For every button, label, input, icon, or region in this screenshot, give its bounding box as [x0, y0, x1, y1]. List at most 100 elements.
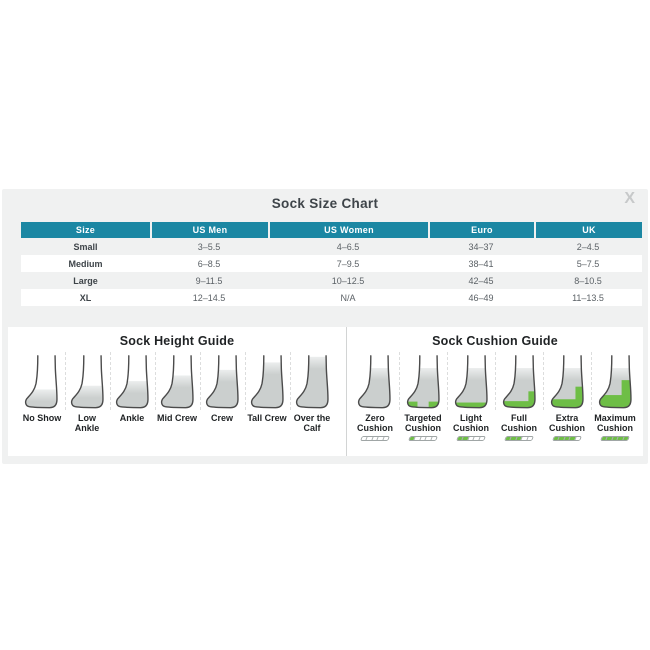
sock-icon [295, 355, 329, 409]
height-item-label: Crew [210, 413, 233, 423]
sock-icon-wrap [289, 352, 335, 410]
height-item-low-ankle: Low Ankle [64, 352, 110, 434]
cushion-item-extra-cushion: Extra Cushion [543, 352, 591, 441]
sock-icon [357, 355, 391, 409]
height-item-no-show: No Show [20, 352, 65, 434]
table-row-large: Large 9–11.5 10–12.5 42–45 8–10.5 [21, 272, 642, 289]
sock-cushion-guide: Sock Cushion Guide Zero Cushion Targeted … [347, 327, 643, 456]
cushion-segment [574, 437, 581, 440]
sock-icon [598, 355, 632, 409]
cushion-guide-items: Zero Cushion Targeted Cushion Light Cushio… [347, 352, 643, 441]
height-item-ankle: Ankle [109, 352, 155, 434]
cushion-level-indicator [360, 436, 390, 441]
cushion-level-indicator [408, 436, 438, 441]
sock-icon [550, 355, 584, 409]
height-item-label: Low Ankle [74, 413, 100, 434]
table-cell-us_men: 3–5.5 [150, 238, 268, 255]
cushion-level-indicator [600, 436, 630, 441]
sock-icon-wrap [399, 352, 447, 410]
cushion-segment [382, 437, 389, 440]
cushion-item-label: Maximum Cushion [594, 413, 636, 434]
table-cell-euro: 42–45 [428, 272, 534, 289]
table-cell-uk: 11–13.5 [534, 289, 642, 306]
height-item-label: No Show [22, 413, 62, 423]
size-cell: XL [21, 289, 150, 306]
height-item-over-the-calf: Over the Calf [289, 352, 335, 434]
cushion-item-label: Targeted Cushion [404, 413, 442, 434]
cushion-item-label: Light Cushion [453, 413, 489, 434]
cushion-level-indicator [504, 436, 534, 441]
sock-icon [24, 355, 58, 409]
column-header-size: Size [21, 222, 150, 238]
table-cell-us_women: N/A [268, 289, 428, 306]
table-header-row: Size US Men US Women Euro UK [21, 222, 642, 238]
table-cell-euro: 46–49 [428, 289, 534, 306]
cushion-item-zero-cushion: Zero Cushion [351, 352, 399, 441]
cushion-segment [478, 437, 485, 440]
sock-icon-wrap [20, 352, 65, 410]
sock-icon [502, 355, 536, 409]
height-guide-items: No Show Low Ankle Ankle Mid Crew Crew Tall Cr… [8, 352, 346, 434]
height-item-mid-crew: Mid Crew [154, 352, 200, 434]
table-cell-euro: 34–37 [428, 238, 534, 255]
height-item-label: Ankle [119, 413, 145, 423]
column-header-us-women: US Women [268, 222, 428, 238]
column-header-euro: Euro [428, 222, 534, 238]
table-cell-uk: 2–4.5 [534, 238, 642, 255]
size-cell: Large [21, 272, 150, 289]
sock-icon-wrap [64, 352, 110, 410]
close-icon[interactable]: X [624, 190, 635, 207]
sock-icon [160, 355, 194, 409]
sock-icon [70, 355, 104, 409]
column-header-us-men: US Men [150, 222, 268, 238]
cushion-segment [622, 437, 629, 440]
table-row-medium: Medium 6–8.5 7–9.5 38–41 5–7.5 [21, 255, 642, 272]
sock-icon-wrap [447, 352, 495, 410]
height-item-label: Over the Calf [293, 413, 331, 434]
table-cell-us_men: 12–14.5 [150, 289, 268, 306]
guide-panel: Sock Height Guide No Show Low Ankle Ankle M… [8, 327, 643, 456]
size-cell: Medium [21, 255, 150, 272]
sock-icon-wrap [495, 352, 543, 410]
cushion-level-indicator [552, 436, 582, 441]
table-cell-us_women: 7–9.5 [268, 255, 428, 272]
table-body: Small 3–5.5 4–6.5 34–37 2–4.5 Medium 6–8.5 7–9.… [21, 238, 642, 306]
height-guide-title: Sock Height Guide [119, 334, 235, 348]
sock-icon-wrap [244, 352, 290, 410]
table-cell-us_men: 6–8.5 [150, 255, 268, 272]
sock-icon-wrap [109, 352, 155, 410]
table-cell-uk: 8–10.5 [534, 272, 642, 289]
cushion-item-maximum-cushion: Maximum Cushion [591, 352, 639, 441]
table-cell-us_women: 4–6.5 [268, 238, 428, 255]
sock-icon-wrap [591, 352, 639, 410]
sock-icon [406, 355, 440, 409]
column-header-uk: UK [534, 222, 642, 238]
sock-icon [115, 355, 149, 409]
cushion-segment [430, 437, 437, 440]
table-cell-uk: 5–7.5 [534, 255, 642, 272]
cushion-item-targeted-cushion: Targeted Cushion [399, 352, 447, 441]
sock-icon-wrap [351, 352, 399, 410]
sock-icon-wrap [154, 352, 200, 410]
size-cell: Small [21, 238, 150, 255]
sock-icon [250, 355, 284, 409]
table-cell-us_women: 10–12.5 [268, 272, 428, 289]
sock-size-chart-modal: Sock Size Chart X Size US Men US Women Euro… [2, 189, 648, 464]
height-item-label: Tall Crew [247, 413, 287, 423]
cushion-level-indicator [456, 436, 486, 441]
cushion-guide-title: Sock Cushion Guide [432, 334, 558, 348]
cushion-item-label: Zero Cushion [357, 413, 393, 434]
height-item-label: Mid Crew [156, 413, 197, 423]
table-cell-euro: 38–41 [428, 255, 534, 272]
table-cell-us_men: 9–11.5 [150, 272, 268, 289]
cushion-segment [526, 437, 533, 440]
sock-icon [454, 355, 488, 409]
height-item-tall-crew: Tall Crew [244, 352, 290, 434]
sock-icon [205, 355, 239, 409]
height-item-crew: Crew [199, 352, 245, 434]
table-row-xl: XL 12–14.5 N/A 46–49 11–13.5 [21, 289, 642, 306]
sock-height-guide: Sock Height Guide No Show Low Ankle Ankle M… [8, 327, 347, 456]
sock-size-table: Size US Men US Women Euro UK Small 3–5.5 4–6.5… [21, 222, 642, 306]
cushion-item-label: Full Cushion [501, 413, 537, 434]
sock-icon-wrap [199, 352, 245, 410]
